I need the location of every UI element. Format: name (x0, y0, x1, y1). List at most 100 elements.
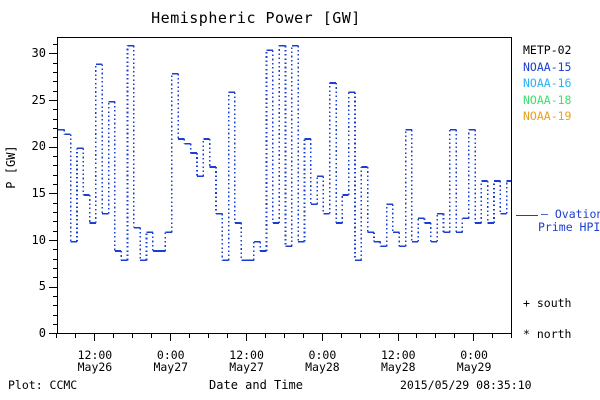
x-axis-minor-tick (226, 334, 228, 338)
x-axis-minor-tick (492, 334, 494, 338)
data-series-svg (58, 44, 511, 262)
y-axis-minor-tick (53, 314, 57, 316)
y-axis-labels: 0 5 10 15 20 25 30 (0, 0, 46, 400)
y-axis-minor-tick (53, 71, 57, 73)
x-axis-minor-tick (302, 334, 304, 338)
x-tick-date: May28 (305, 360, 340, 374)
y-axis-minor-tick (53, 137, 57, 139)
x-tick-time: 12:00 (77, 348, 113, 362)
x-axis-major-tick (170, 334, 171, 341)
y-axis-minor-tick (53, 155, 57, 157)
x-axis-major-tick (94, 334, 96, 341)
x-tick-date: May27 (229, 360, 264, 374)
x-axis-tick-label: 0:00 May29 (434, 349, 514, 373)
y-axis-minor-tick (53, 323, 57, 325)
footer-timestamp: 2015/05/29 08:35:10 (400, 378, 532, 392)
x-axis-major-tick (397, 334, 399, 341)
x-axis-tick-label: 0:00 May27 (131, 349, 211, 373)
y-axis-minor-tick (53, 127, 57, 129)
page-title: Hemispheric Power [GW] (151, 9, 361, 27)
x-axis-minor-tick (359, 334, 361, 338)
y-axis-tick-label: 30 (31, 46, 46, 60)
y-axis-major-tick (49, 99, 57, 101)
x-axis-minor-tick (151, 334, 153, 338)
x-axis-minor-tick (416, 334, 418, 338)
legend-item-noaa-15: NOAA-15 (523, 59, 572, 74)
y-axis-minor-tick (53, 202, 57, 204)
y-axis-minor-tick (53, 267, 57, 269)
y-axis-tick-label: 5 (38, 279, 46, 294)
x-axis-minor-tick (188, 334, 190, 338)
y-axis-minor-tick (53, 249, 57, 251)
y-axis-minor-tick (53, 295, 57, 297)
x-tick-time: 12:00 (229, 348, 264, 362)
y-axis-major-tick (49, 193, 57, 195)
x-tick-date: May29 (456, 360, 492, 374)
x-axis-tick-label: 0:00 May28 (282, 349, 362, 373)
y-axis-minor-tick (53, 230, 57, 232)
x-tick-date: May27 (153, 360, 189, 374)
legend-item-noaa-18: NOAA-18 (523, 92, 572, 107)
x-axis-major-tick (245, 334, 247, 341)
x-axis-minor-tick (283, 334, 285, 338)
y-axis-minor-tick (53, 62, 57, 64)
legend-item-metp-02: METP-02 (523, 43, 572, 57)
ovation-label: — Ovation Prime HPI (538, 207, 600, 234)
x-axis-minor-tick (56, 334, 58, 338)
x-tick-time: 0:00 (460, 348, 488, 362)
north-symbol-legend: * north (523, 327, 572, 341)
series-step-plateaus (58, 44, 511, 262)
y-axis-minor-tick (53, 277, 57, 279)
x-tick-time: 0:00 (308, 348, 337, 362)
x-tick-date: May26 (77, 360, 113, 374)
y-axis-minor-tick (53, 165, 57, 167)
y-axis-major-tick (49, 239, 57, 241)
y-axis-major-tick (49, 146, 57, 148)
x-axis-minor-tick (75, 334, 77, 338)
y-axis-major-tick (49, 286, 57, 288)
y-axis-minor-tick (53, 174, 57, 176)
y-axis-tick-label: 20 (31, 139, 46, 154)
y-axis-tick-label: 25 (31, 92, 46, 107)
legend: METP-02 NOAA-15 NOAA-16 NOAA-18 NOAA-19 (523, 42, 600, 125)
ovation-label-line2: Prime HPI (538, 220, 600, 234)
y-axis-tick-label: 0 (38, 326, 46, 340)
x-axis-tick-label: 12:00 May27 (207, 349, 287, 373)
x-axis-minor-tick (378, 334, 380, 338)
x-tick-time: 0:00 (156, 348, 185, 362)
legend-item-noaa-19: NOAA-19 (523, 109, 572, 123)
y-axis-minor-tick (53, 81, 57, 83)
x-axis-minor-tick (435, 334, 437, 338)
x-axis-minor-tick (511, 334, 513, 338)
x-tick-date: May28 (380, 360, 416, 374)
legend-item-noaa-16: NOAA-16 (523, 76, 572, 90)
x-axis-minor-tick (113, 334, 115, 338)
series-vertical-connectors (63, 45, 508, 261)
ovation-label-line1: — Ovation (541, 207, 600, 221)
x-tick-time: 12:00 (380, 348, 416, 362)
y-axis-minor-tick (53, 43, 57, 45)
x-axis-minor-tick (132, 334, 134, 338)
plot-area (57, 37, 512, 334)
y-axis-minor-tick (53, 90, 57, 92)
y-axis-major-tick (49, 53, 57, 55)
y-axis-tick-label: 15 (31, 186, 46, 200)
y-axis-title: P [GW] (4, 145, 18, 189)
y-axis-minor-tick (53, 183, 57, 185)
y-axis-major-tick (49, 333, 57, 335)
x-axis-minor-tick (264, 334, 266, 338)
y-axis-tick-label: 10 (31, 232, 46, 247)
x-axis-minor-tick (207, 334, 209, 338)
x-axis-tick-label: 12:00 May26 (55, 349, 135, 373)
south-symbol-legend: + south (523, 296, 572, 310)
y-axis-minor-tick (53, 211, 57, 213)
x-axis-minor-tick (454, 334, 456, 338)
y-axis-minor-tick (53, 258, 57, 260)
x-axis-title: Date and Time (209, 378, 303, 392)
x-axis-major-tick (473, 334, 475, 341)
y-axis-minor-tick (53, 118, 57, 120)
footer-plot-source: Plot: CCMC (8, 378, 78, 392)
y-axis-minor-tick (53, 109, 57, 111)
ovation-dash-icon (516, 215, 538, 216)
